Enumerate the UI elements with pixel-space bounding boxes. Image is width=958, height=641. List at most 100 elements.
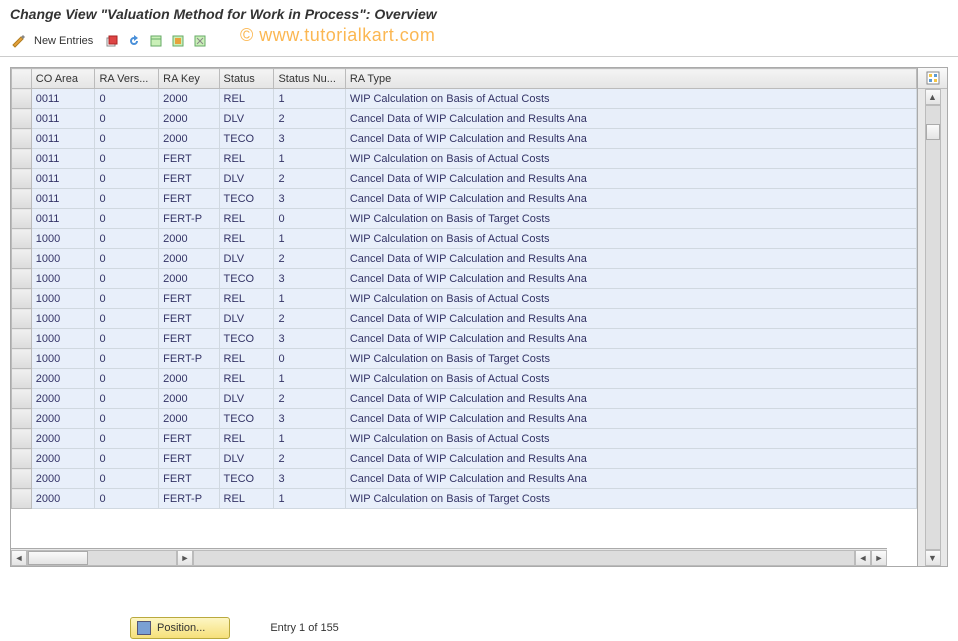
cell-ra_key[interactable]: FERT: [159, 169, 219, 189]
cell-co_area[interactable]: 2000: [31, 369, 95, 389]
cell-ra_type[interactable]: Cancel Data of WIP Calculation and Resul…: [345, 169, 916, 189]
cell-status[interactable]: DLV: [219, 109, 274, 129]
cell-ra_type[interactable]: Cancel Data of WIP Calculation and Resul…: [345, 129, 916, 149]
cell-status[interactable]: REL: [219, 369, 274, 389]
cell-status_nu[interactable]: 3: [274, 189, 345, 209]
cell-ra_key[interactable]: 2000: [159, 129, 219, 149]
table-row[interactable]: 001102000DLV2Cancel Data of WIP Calculat…: [12, 109, 917, 129]
row-selector[interactable]: [12, 149, 32, 169]
cell-ra_type[interactable]: Cancel Data of WIP Calculation and Resul…: [345, 309, 916, 329]
cell-co_area[interactable]: 1000: [31, 329, 95, 349]
cell-status[interactable]: DLV: [219, 249, 274, 269]
cell-status[interactable]: REL: [219, 229, 274, 249]
cell-status_nu[interactable]: 2: [274, 309, 345, 329]
cell-co_area[interactable]: 1000: [31, 309, 95, 329]
col-header-ra_type[interactable]: RA Type: [345, 69, 916, 89]
cell-ra_key[interactable]: FERT: [159, 449, 219, 469]
cell-co_area[interactable]: 2000: [31, 469, 95, 489]
cell-ra_key[interactable]: FERT: [159, 289, 219, 309]
new-entries-button[interactable]: New Entries: [32, 35, 99, 47]
table-row[interactable]: 20000FERTREL1WIP Calculation on Basis of…: [12, 429, 917, 449]
cell-ra_vers[interactable]: 0: [95, 489, 159, 509]
cell-status[interactable]: TECO: [219, 329, 274, 349]
cell-status_nu[interactable]: 3: [274, 269, 345, 289]
cell-ra_vers[interactable]: 0: [95, 249, 159, 269]
vscroll-up-icon[interactable]: ▲: [925, 89, 941, 105]
table-row[interactable]: 10000FERTDLV2Cancel Data of WIP Calculat…: [12, 309, 917, 329]
cell-ra_key[interactable]: FERT: [159, 469, 219, 489]
cell-ra_vers[interactable]: 0: [95, 149, 159, 169]
cell-status_nu[interactable]: 1: [274, 429, 345, 449]
cell-status[interactable]: TECO: [219, 129, 274, 149]
cell-ra_type[interactable]: WIP Calculation on Basis of Target Costs: [345, 489, 916, 509]
cell-ra_type[interactable]: Cancel Data of WIP Calculation and Resul…: [345, 269, 916, 289]
cell-status_nu[interactable]: 2: [274, 449, 345, 469]
row-selector[interactable]: [12, 169, 32, 189]
cell-ra_vers[interactable]: 0: [95, 369, 159, 389]
cell-status_nu[interactable]: 0: [274, 209, 345, 229]
table-row[interactable]: 00110FERT-PREL0WIP Calculation on Basis …: [12, 209, 917, 229]
cell-ra_key[interactable]: 2000: [159, 109, 219, 129]
table-row[interactable]: 00110FERTTECO3Cancel Data of WIP Calcula…: [12, 189, 917, 209]
table-row[interactable]: 200002000DLV2Cancel Data of WIP Calculat…: [12, 389, 917, 409]
hscroll-right-1-icon[interactable]: ►: [177, 550, 193, 566]
row-selector[interactable]: [12, 429, 32, 449]
toggle-edit-icon[interactable]: [10, 32, 28, 50]
cell-co_area[interactable]: 1000: [31, 229, 95, 249]
table-row[interactable]: 100002000REL1WIP Calculation on Basis of…: [12, 229, 917, 249]
cell-ra_type[interactable]: WIP Calculation on Basis of Actual Costs: [345, 369, 916, 389]
cell-status[interactable]: REL: [219, 89, 274, 109]
cell-co_area[interactable]: 1000: [31, 349, 95, 369]
col-header-status_nu[interactable]: Status Nu...: [274, 69, 345, 89]
cell-status[interactable]: REL: [219, 209, 274, 229]
row-selector[interactable]: [12, 289, 32, 309]
cell-ra_key[interactable]: 2000: [159, 369, 219, 389]
cell-co_area[interactable]: 0011: [31, 129, 95, 149]
cell-co_area[interactable]: 2000: [31, 389, 95, 409]
cell-ra_key[interactable]: 2000: [159, 229, 219, 249]
cell-ra_key[interactable]: 2000: [159, 409, 219, 429]
row-selector[interactable]: [12, 229, 32, 249]
row-selector[interactable]: [12, 269, 32, 289]
cell-ra_vers[interactable]: 0: [95, 109, 159, 129]
cell-ra_vers[interactable]: 0: [95, 189, 159, 209]
cell-ra_key[interactable]: 2000: [159, 249, 219, 269]
table-row[interactable]: 00110FERTREL1WIP Calculation on Basis of…: [12, 149, 917, 169]
cell-ra_type[interactable]: Cancel Data of WIP Calculation and Resul…: [345, 449, 916, 469]
row-selector[interactable]: [12, 89, 32, 109]
row-selector[interactable]: [12, 129, 32, 149]
position-button[interactable]: Position...: [130, 617, 230, 639]
cell-ra_key[interactable]: FERT: [159, 149, 219, 169]
cell-ra_type[interactable]: Cancel Data of WIP Calculation and Resul…: [345, 109, 916, 129]
cell-co_area[interactable]: 1000: [31, 249, 95, 269]
cell-ra_vers[interactable]: 0: [95, 289, 159, 309]
cell-status_nu[interactable]: 1: [274, 89, 345, 109]
cell-ra_key[interactable]: FERT-P: [159, 349, 219, 369]
cell-status[interactable]: TECO: [219, 269, 274, 289]
cell-co_area[interactable]: 0011: [31, 89, 95, 109]
cell-co_area[interactable]: 0011: [31, 189, 95, 209]
cell-ra_vers[interactable]: 0: [95, 329, 159, 349]
cell-ra_vers[interactable]: 0: [95, 449, 159, 469]
cell-co_area[interactable]: 1000: [31, 289, 95, 309]
cell-status[interactable]: REL: [219, 489, 274, 509]
copy-icon[interactable]: [103, 32, 121, 50]
row-selector[interactable]: [12, 189, 32, 209]
cell-ra_vers[interactable]: 0: [95, 349, 159, 369]
cell-ra_type[interactable]: Cancel Data of WIP Calculation and Resul…: [345, 249, 916, 269]
cell-status_nu[interactable]: 2: [274, 249, 345, 269]
cell-status_nu[interactable]: 1: [274, 149, 345, 169]
cell-ra_type[interactable]: Cancel Data of WIP Calculation and Resul…: [345, 469, 916, 489]
cell-status_nu[interactable]: 3: [274, 409, 345, 429]
row-selector[interactable]: [12, 389, 32, 409]
table-row[interactable]: 20000FERTDLV2Cancel Data of WIP Calculat…: [12, 449, 917, 469]
cell-co_area[interactable]: 0011: [31, 209, 95, 229]
row-selector[interactable]: [12, 329, 32, 349]
row-selector[interactable]: [12, 349, 32, 369]
cell-ra_key[interactable]: 2000: [159, 389, 219, 409]
hscroll-left-icon[interactable]: ◄: [11, 550, 27, 566]
cell-ra_vers[interactable]: 0: [95, 429, 159, 449]
cell-status_nu[interactable]: 3: [274, 329, 345, 349]
cell-co_area[interactable]: 2000: [31, 409, 95, 429]
cell-ra_vers[interactable]: 0: [95, 129, 159, 149]
